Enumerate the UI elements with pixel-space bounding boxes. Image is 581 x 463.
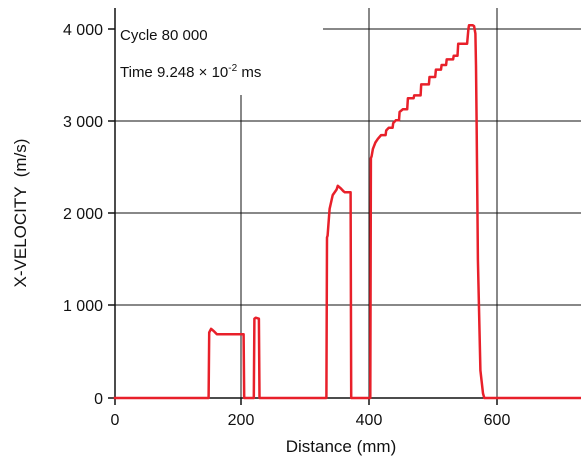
- y-tick-label-1000: 1 000: [63, 298, 103, 315]
- annotations: Cycle 80 000 Time 9.248 × 10-2 ms: [120, 27, 261, 81]
- time-unit: ms: [237, 64, 261, 81]
- x-tick-labels: 0 200 400 600: [111, 412, 511, 429]
- y-tick-label-3000: 3 000: [63, 114, 103, 131]
- time-prefix: Time 9.248: [120, 64, 199, 81]
- grid: [115, 8, 581, 398]
- x-tick-label-400: 400: [356, 412, 383, 429]
- y-tick-labels: 0 1 000 2 000 3 000 4 000: [63, 22, 103, 408]
- time-base: 10: [207, 64, 228, 81]
- x-tick-label-0: 0: [111, 412, 120, 429]
- x-tick-label-200: 200: [228, 412, 255, 429]
- y-axis-label: X-VELOCITY (m/s): [11, 139, 30, 288]
- y-tick-label-0: 0: [94, 391, 103, 408]
- y-tick-label-2000: 2 000: [63, 206, 103, 223]
- x-axis-label: Distance (mm): [286, 437, 397, 456]
- time-annotation: Time 9.248 × 10-2 ms: [120, 63, 261, 81]
- time-exponent: -2: [228, 63, 237, 74]
- x-tick-label-600: 600: [484, 412, 511, 429]
- series-line-x-velocity: [113, 24, 581, 400]
- cycle-annotation: Cycle 80 000: [120, 27, 208, 44]
- time-times-symbol: ×: [199, 64, 208, 81]
- y-tick-label-4000: 4 000: [63, 22, 103, 39]
